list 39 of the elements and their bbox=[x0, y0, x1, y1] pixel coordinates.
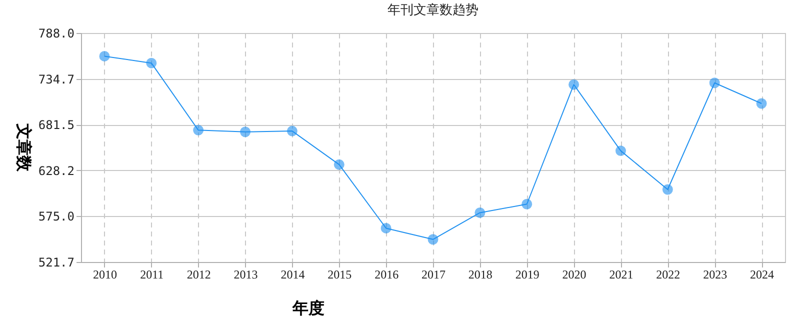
y-tick-label: 681.5 bbox=[38, 118, 74, 132]
point bbox=[428, 234, 438, 245]
point bbox=[99, 50, 110, 62]
chart-title: 年刊文章数趋势 bbox=[388, 2, 478, 17]
point bbox=[193, 124, 204, 136]
x-tick-label: 2017 bbox=[422, 268, 446, 282]
y-tick-label: 734.7 bbox=[38, 72, 74, 86]
point bbox=[756, 98, 767, 109]
x-tick-label: 2010 bbox=[92, 268, 117, 282]
x-axis-title: 年度 bbox=[292, 298, 324, 318]
x-tick-label: 2018 bbox=[468, 268, 492, 282]
x-tick-label: 2024 bbox=[750, 268, 774, 282]
x-tick-label: 2022 bbox=[656, 268, 680, 282]
y-tick-label: 575.0 bbox=[38, 210, 74, 224]
x-tick-label: 2011 bbox=[140, 268, 164, 282]
x-tick-label: 2013 bbox=[234, 268, 258, 282]
point bbox=[662, 184, 673, 195]
x-tick-label: 2012 bbox=[186, 268, 211, 282]
y-tick-label: 521.7 bbox=[38, 256, 74, 270]
x-tick-label: 2021 bbox=[609, 268, 634, 282]
point bbox=[286, 126, 298, 136]
point bbox=[380, 222, 392, 234]
point bbox=[474, 207, 486, 218]
x-tick-label: 2015 bbox=[328, 268, 352, 282]
x-tick-label: 2023 bbox=[703, 268, 728, 282]
point bbox=[240, 126, 251, 138]
y-tick-label: 628.2 bbox=[38, 164, 74, 178]
point bbox=[522, 198, 532, 210]
x-tick-label: 2014 bbox=[280, 268, 305, 282]
y-tick-label: 788.0 bbox=[38, 26, 74, 40]
x-tick-label: 2019 bbox=[515, 268, 540, 282]
point bbox=[568, 79, 580, 90]
y-axis-title: 文章数 bbox=[14, 122, 32, 172]
x-tick-label: 2020 bbox=[562, 268, 586, 282]
point bbox=[615, 146, 626, 156]
point bbox=[709, 78, 720, 88]
point bbox=[334, 159, 344, 170]
point bbox=[146, 58, 157, 68]
x-tick-label: 2016 bbox=[374, 268, 399, 282]
